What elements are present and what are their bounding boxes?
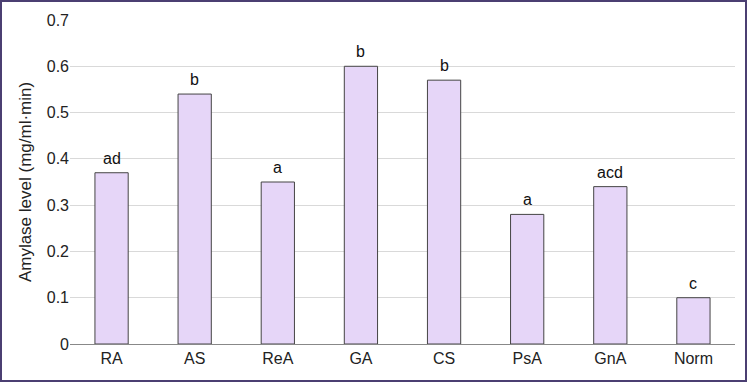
svg-text:0.1: 0.1 [47,289,69,306]
svg-text:Norm: Norm [674,350,713,367]
svg-text:0.5: 0.5 [47,104,69,121]
svg-text:0.2: 0.2 [47,243,69,260]
svg-text:GA: GA [349,350,372,367]
svg-text:ReA: ReA [262,350,293,367]
svg-text:RA: RA [100,350,123,367]
svg-text:c: c [689,275,697,292]
svg-text:a: a [273,159,282,176]
svg-text:Amylase level (mg/ml·min): Amylase level (mg/ml·min) [16,82,35,282]
svg-text:AS: AS [184,350,205,367]
svg-text:ad: ad [103,150,121,167]
svg-text:acd: acd [597,164,623,181]
svg-text:CS: CS [433,350,455,367]
svg-text:b: b [190,71,199,88]
svg-text:GnA: GnA [594,350,626,367]
svg-text:0: 0 [60,336,69,353]
svg-text:0.7: 0.7 [47,12,69,29]
svg-text:PsA: PsA [513,350,543,367]
svg-text:0.6: 0.6 [47,58,69,75]
svg-text:a: a [523,191,532,208]
svg-text:0.3: 0.3 [47,197,69,214]
svg-text:b: b [440,57,449,74]
svg-text:b: b [356,43,365,60]
svg-text:0.4: 0.4 [47,150,69,167]
